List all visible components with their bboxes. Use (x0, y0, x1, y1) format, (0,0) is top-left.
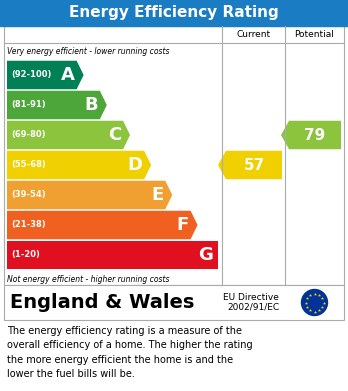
Text: Not energy efficient - higher running costs: Not energy efficient - higher running co… (7, 276, 169, 285)
Polygon shape (7, 241, 218, 269)
Text: C: C (108, 126, 121, 144)
Text: (55-68): (55-68) (11, 160, 46, 170)
Text: B: B (84, 96, 98, 114)
Text: (92-100): (92-100) (11, 70, 52, 79)
Text: (39-54): (39-54) (11, 190, 46, 199)
Polygon shape (7, 91, 107, 119)
Text: Energy Efficiency Rating: Energy Efficiency Rating (69, 5, 279, 20)
Text: England & Wales: England & Wales (10, 293, 195, 312)
Bar (0, 0, 348, 26)
Circle shape (301, 289, 327, 316)
Text: Very energy efficient - lower running costs: Very energy efficient - lower running co… (7, 47, 169, 57)
Text: 57: 57 (243, 158, 264, 172)
Polygon shape (7, 181, 172, 209)
Text: 79: 79 (304, 127, 326, 142)
Text: The energy efficiency rating is a measure of the
overall efficiency of a home. T: The energy efficiency rating is a measur… (7, 326, 253, 379)
Text: (69-80): (69-80) (11, 131, 46, 140)
Polygon shape (281, 121, 341, 149)
Text: (21-38): (21-38) (11, 221, 46, 230)
Text: EU Directive: EU Directive (223, 293, 279, 302)
Polygon shape (218, 151, 282, 179)
Text: (1-20): (1-20) (11, 251, 40, 260)
Polygon shape (7, 211, 198, 239)
Text: Potential: Potential (294, 30, 334, 39)
Bar (4, 26, 344, 285)
Polygon shape (7, 121, 130, 149)
Bar (4, 285, 344, 320)
Text: D: D (127, 156, 142, 174)
Text: F: F (176, 216, 189, 234)
Text: (81-91): (81-91) (11, 100, 46, 109)
Text: A: A (61, 66, 74, 84)
Text: 2002/91/EC: 2002/91/EC (227, 303, 279, 312)
Text: Current: Current (236, 30, 270, 39)
Polygon shape (7, 61, 84, 89)
Text: G: G (198, 246, 213, 264)
Polygon shape (7, 151, 151, 179)
Text: E: E (151, 186, 163, 204)
